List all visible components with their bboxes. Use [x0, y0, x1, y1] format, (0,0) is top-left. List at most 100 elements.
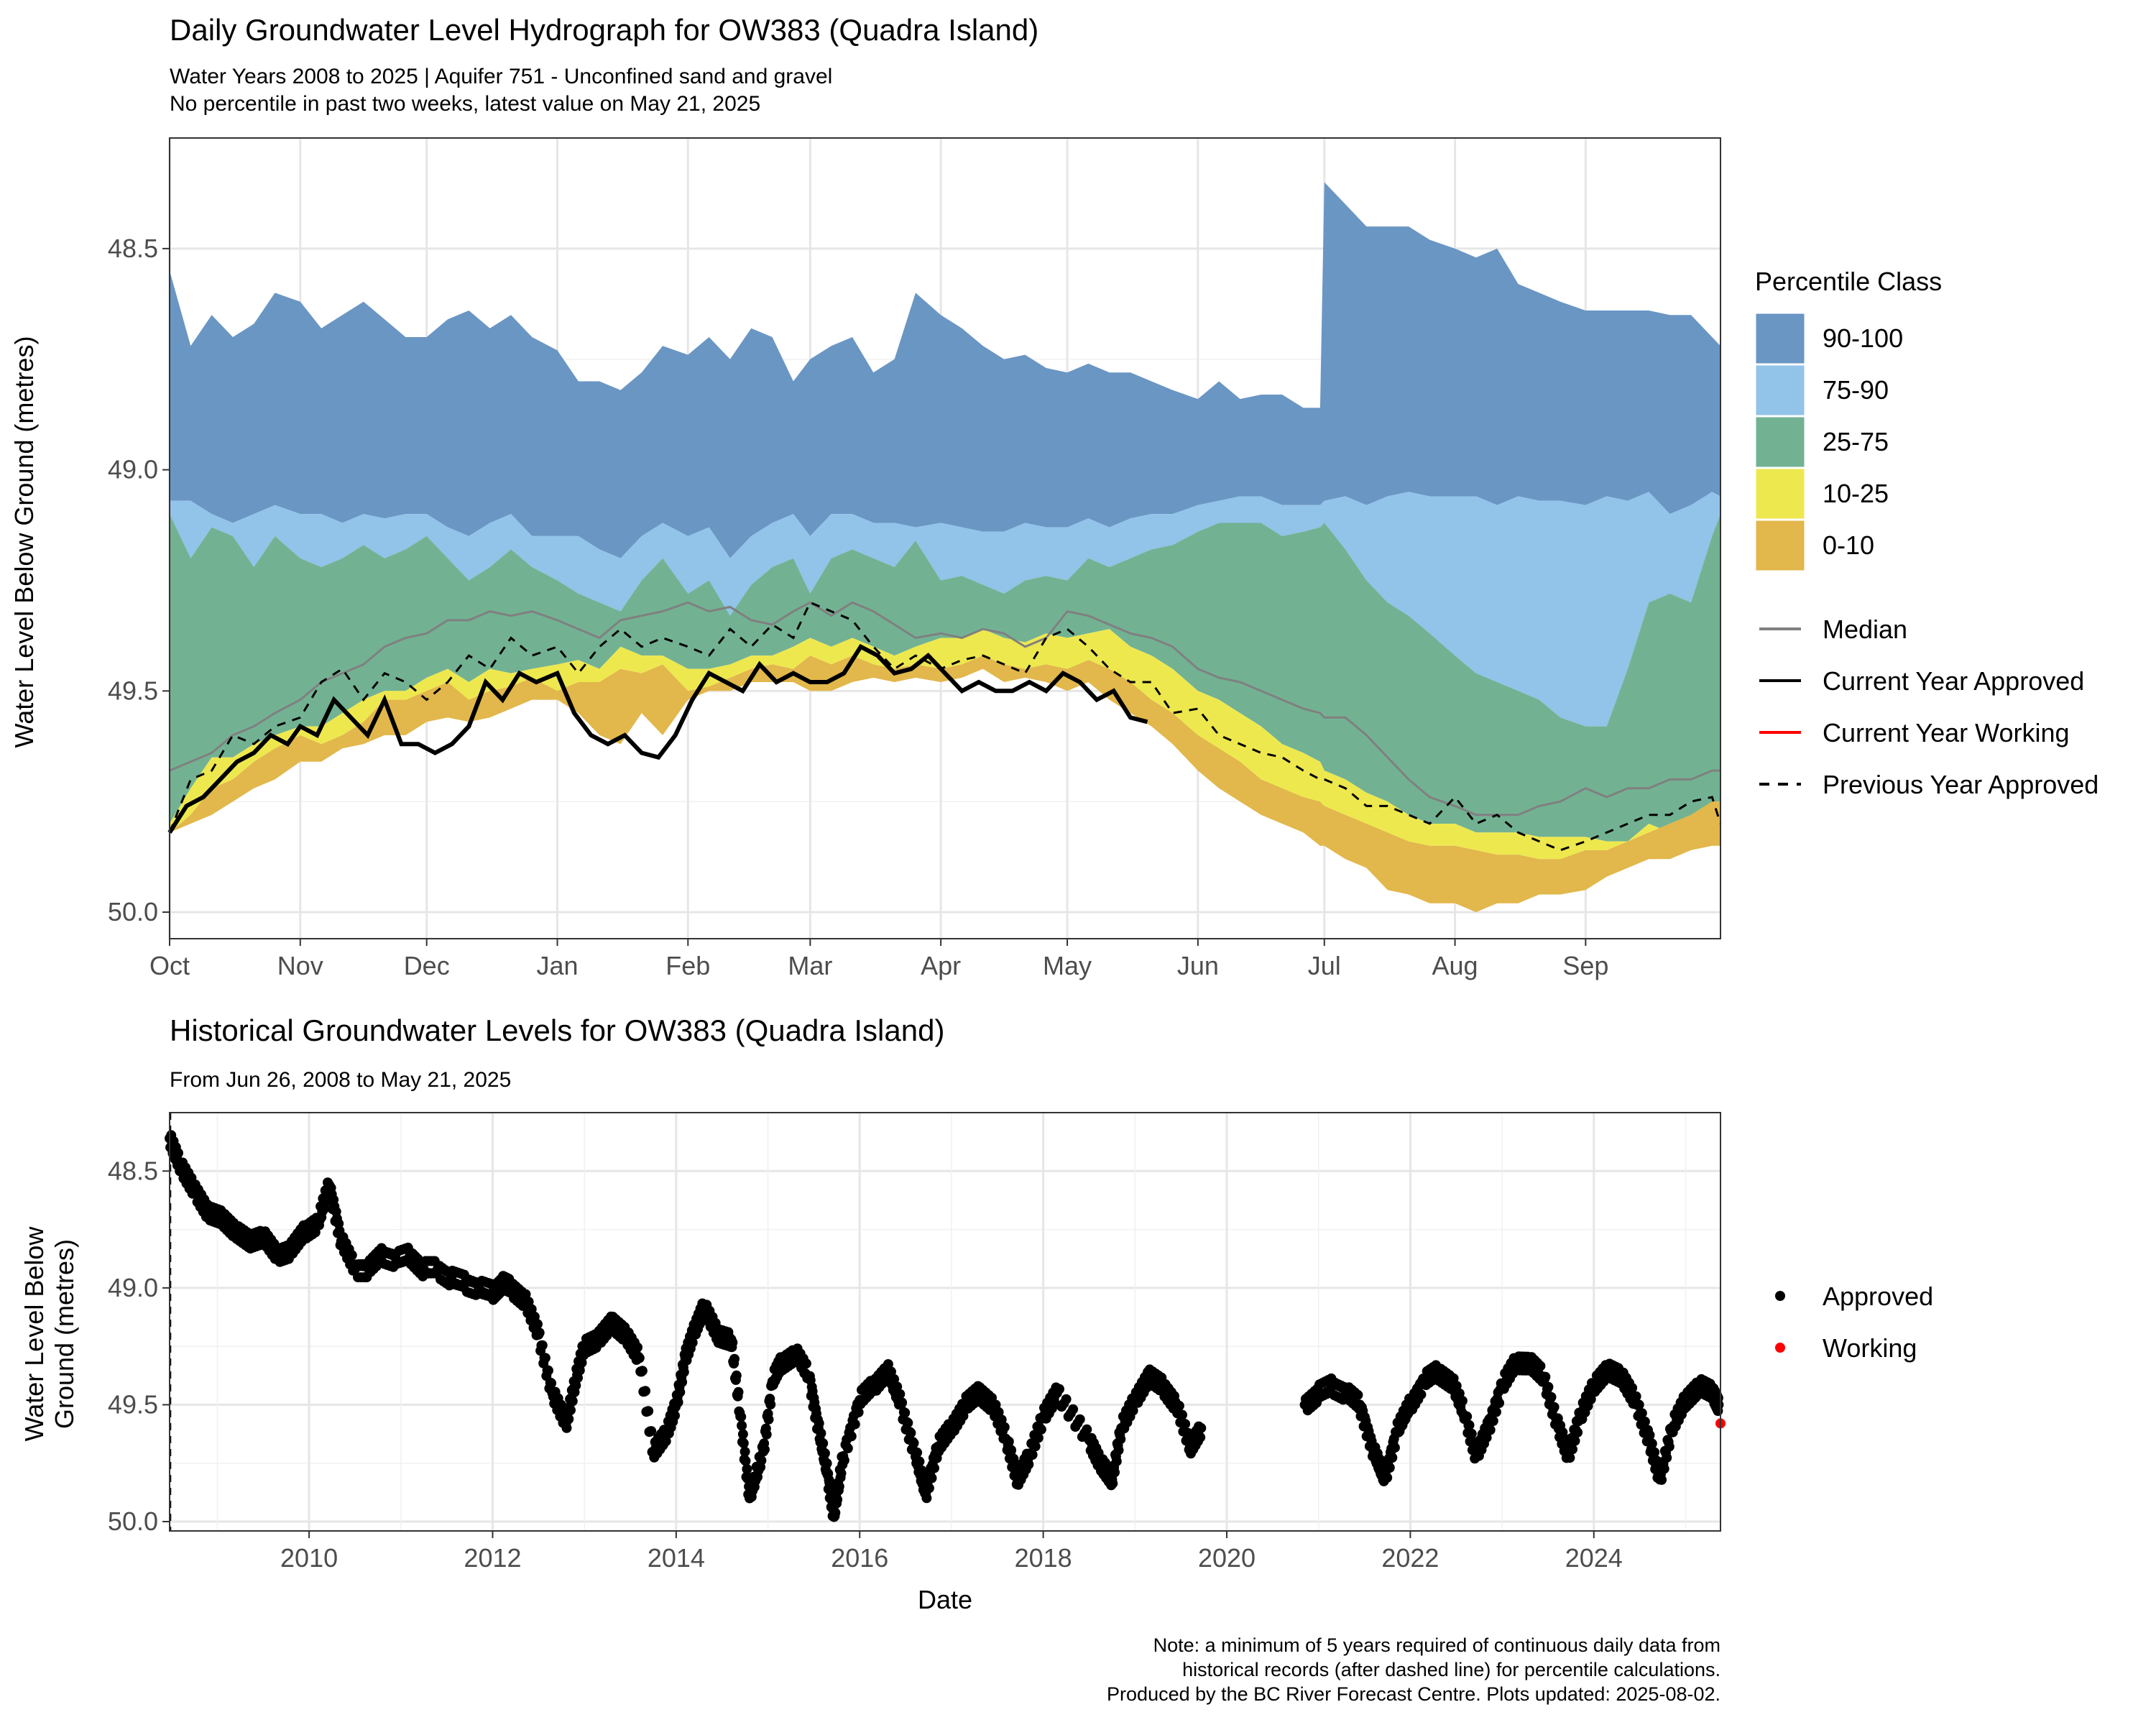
approved-point: [534, 1328, 545, 1338]
legend-label-line: Median: [1823, 615, 1907, 644]
approved-point: [923, 1483, 934, 1494]
bottom-x-tick-label: 2024: [1565, 1543, 1623, 1573]
approved-point: [1174, 1400, 1184, 1411]
band-0-10: [170, 656, 1720, 913]
bottom-chart-y-label-line-1: Water Level Below: [19, 1226, 49, 1442]
bottom-x-tick-label: 2022: [1381, 1543, 1439, 1573]
legend-label-90-100: 90-100: [1823, 323, 1903, 353]
top-x-tick-label: Aug: [1432, 951, 1478, 980]
legend-key-point: [1775, 1291, 1785, 1301]
approved-point: [846, 1431, 857, 1442]
approved-point: [1030, 1441, 1041, 1452]
approved-point: [1036, 1424, 1046, 1435]
approved-point: [736, 1412, 747, 1422]
approved-point: [926, 1473, 937, 1484]
approved-point: [1387, 1453, 1398, 1463]
approved-point: [540, 1353, 550, 1363]
bottom-x-tick-label: 2014: [648, 1543, 705, 1573]
approved-point: [673, 1397, 683, 1407]
legend-key-90-100: [1754, 311, 1807, 366]
bottom-chart-x-label: Date: [918, 1585, 972, 1614]
approved-point: [563, 1414, 574, 1425]
bottom-x-tick-label: 2016: [831, 1543, 888, 1573]
approved-point: [1382, 1472, 1393, 1483]
approved-point: [1659, 1463, 1669, 1474]
approved-point: [849, 1419, 860, 1430]
top-chart-lines: [167, 601, 1722, 852]
legend-key-0-10: [1754, 518, 1807, 573]
note-line-1: Note: a minimum of 5 years required of c…: [1153, 1634, 1720, 1656]
approved-point: [567, 1396, 578, 1407]
approved-point: [1713, 1399, 1724, 1410]
approved-point: [1646, 1438, 1657, 1449]
approved-point: [1664, 1441, 1674, 1452]
approved-point: [561, 1422, 572, 1433]
approved-point: [1535, 1361, 1546, 1371]
approved-point: [842, 1443, 853, 1453]
approved-point: [173, 1148, 183, 1159]
legend-label-25-75: 25-75: [1823, 427, 1889, 456]
approved-point: [958, 1411, 969, 1421]
legend-label-10-25: 10-25: [1823, 479, 1889, 508]
bottom-chart-title: Historical Groundwater Levels for OW383 …: [170, 1013, 944, 1047]
legend-label-point: Working: [1823, 1333, 1917, 1363]
current-year-line: [167, 643, 1148, 834]
legend-label-point: Approved: [1823, 1282, 1933, 1311]
approved-point: [573, 1373, 583, 1383]
bottom-y-tick-label: 49.0: [108, 1273, 158, 1302]
approved-point: [760, 1444, 770, 1455]
approved-point: [546, 1378, 557, 1389]
bottom-x-tick-label: 2018: [1015, 1543, 1072, 1573]
approved-point: [763, 1414, 774, 1425]
previous-year-line: [168, 601, 1722, 852]
approved-point: [687, 1337, 698, 1348]
approved-point: [729, 1353, 740, 1364]
bottom-chart-plot-area: [170, 1113, 1720, 1531]
legend-title: Percentile Class: [1755, 267, 1942, 296]
top-x-tick-label: Jun: [1177, 951, 1219, 980]
approved-point: [1466, 1428, 1477, 1439]
top-x-tick-label: Feb: [665, 951, 710, 980]
approved-point: [903, 1417, 913, 1428]
band-25-75: [170, 514, 1720, 842]
legend-label-line: Current Year Working: [1823, 718, 2070, 748]
approved-point: [571, 1380, 581, 1391]
legend-key-25-75: [1754, 415, 1807, 469]
approved-point: [574, 1365, 585, 1376]
approved-point: [839, 1455, 849, 1466]
bottom-y-tick-label: 49.5: [108, 1389, 158, 1419]
approved-point: [1585, 1394, 1596, 1404]
approved-point: [566, 1404, 576, 1415]
approved-point: [1177, 1409, 1187, 1420]
top-chart-title: Daily Groundwater Level Hydrograph for O…: [170, 13, 1038, 47]
median-line: [169, 601, 1720, 816]
bottom-chart-border: [169, 1112, 1721, 1532]
bottom-chart-y-label-line-2: Ground (metres): [50, 1239, 79, 1429]
approved-point: [1627, 1383, 1638, 1393]
approved-point: [929, 1463, 939, 1473]
approved-point: [1572, 1427, 1583, 1438]
approved-point: [1082, 1424, 1092, 1435]
approved-point: [1033, 1432, 1044, 1443]
top-x-tick-label: Oct: [149, 951, 190, 980]
approved-point: [646, 1426, 657, 1437]
approved-point: [1023, 1459, 1034, 1470]
approved-point: [1462, 1411, 1473, 1422]
top-chart-x-ticks: Oct Nov Dec Jan Feb Mar Apr May Jun Jul Aug Sep: [149, 939, 1608, 980]
approved-point: [660, 1436, 671, 1447]
approved-point: [1195, 1432, 1206, 1443]
legend-key-point: [1775, 1343, 1785, 1353]
approved-point: [576, 1357, 587, 1368]
approved-point: [1451, 1381, 1462, 1392]
legend-label-line: Previous Year Approved: [1823, 770, 2099, 799]
approved-point: [738, 1438, 749, 1448]
approved-point: [916, 1465, 927, 1476]
approved-point: [1006, 1445, 1017, 1455]
approved-point: [1540, 1371, 1551, 1382]
top-y-tick-label: 48.5: [108, 234, 158, 263]
approved-point: [1549, 1402, 1560, 1412]
bottom-y-tick-label: 48.5: [108, 1156, 158, 1185]
bottom-x-tick-label: 2012: [464, 1543, 521, 1573]
band-90-100: [170, 182, 1720, 558]
